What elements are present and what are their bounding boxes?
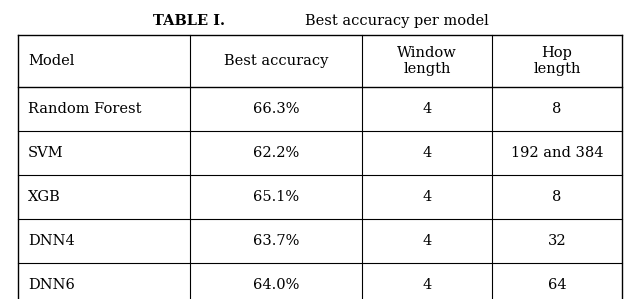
Text: DNN6: DNN6 [28, 278, 75, 292]
Text: Random Forest: Random Forest [28, 102, 141, 116]
Text: DNN4: DNN4 [28, 234, 75, 248]
Text: Hop
length: Hop length [533, 46, 581, 76]
Text: 8: 8 [552, 102, 562, 116]
Text: 66.3%: 66.3% [253, 102, 300, 116]
Text: Model: Model [28, 54, 74, 68]
Text: TABLE I.: TABLE I. [153, 14, 225, 28]
Text: SVM: SVM [28, 146, 63, 160]
Text: 62.2%: 62.2% [253, 146, 300, 160]
Text: 4: 4 [422, 146, 432, 160]
Text: Best accuracy per model: Best accuracy per model [305, 14, 489, 28]
Text: 64.0%: 64.0% [253, 278, 300, 292]
Text: 4: 4 [422, 278, 432, 292]
Text: 4: 4 [422, 234, 432, 248]
Text: 64: 64 [548, 278, 566, 292]
Text: 63.7%: 63.7% [253, 234, 300, 248]
Text: Window
length: Window length [397, 46, 457, 76]
Text: 65.1%: 65.1% [253, 190, 300, 204]
Text: 192 and 384: 192 and 384 [511, 146, 604, 160]
Text: 8: 8 [552, 190, 562, 204]
Text: Best accuracy: Best accuracy [224, 54, 328, 68]
Text: 32: 32 [548, 234, 566, 248]
Text: XGB: XGB [28, 190, 61, 204]
Text: 4: 4 [422, 102, 432, 116]
Text: 4: 4 [422, 190, 432, 204]
